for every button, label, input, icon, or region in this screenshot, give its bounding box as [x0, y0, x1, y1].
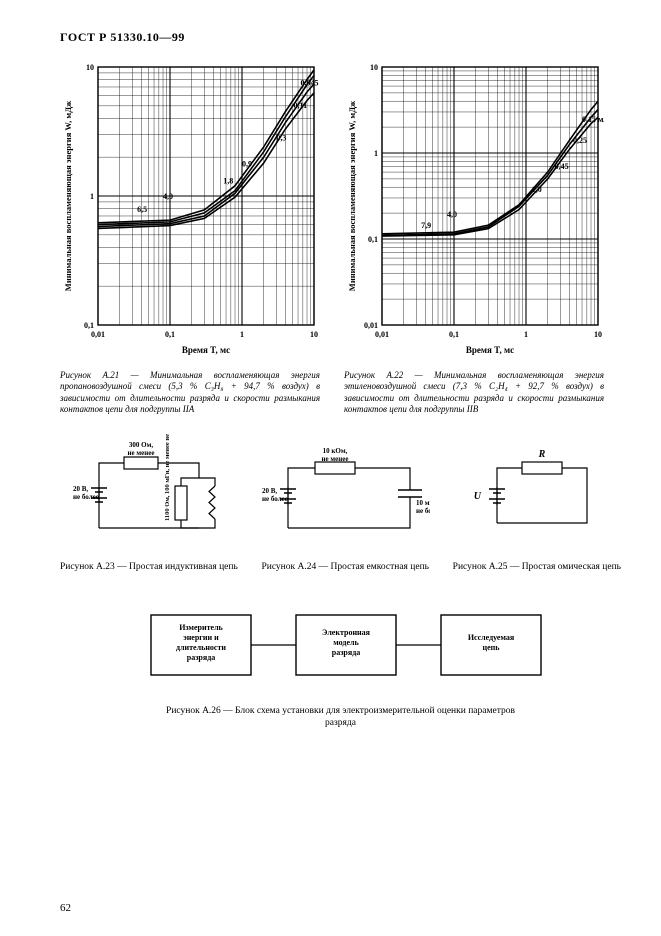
- caption-a22: Рисунок А.22 — Минимальная воспламеняюща…: [344, 370, 604, 415]
- caption-a26: Рисунок А.26 — Блок схема установки для …: [161, 706, 521, 729]
- svg-text:1,8: 1,8: [223, 176, 233, 185]
- svg-text:не менее: не менее: [127, 449, 154, 457]
- caption-a23: Рисунок А.23 — Простая индуктивная цепь: [60, 562, 238, 573]
- svg-text:0,01: 0,01: [91, 330, 105, 339]
- svg-text:20 В,: 20 В,: [73, 485, 88, 493]
- circuit-row: 300 Ом,не менее1100 Ом, 100 мГн, не мене…: [60, 433, 621, 573]
- svg-text:не менее: не менее: [322, 455, 349, 463]
- svg-text:6,5: 6,5: [137, 205, 147, 214]
- svg-text:0,1: 0,1: [84, 321, 94, 330]
- svg-text:10: 10: [86, 63, 94, 72]
- svg-text:Минимальная воспламеняющая эне: Минимальная воспламеняющая энергия W, мД…: [347, 100, 357, 291]
- svg-text:не более: не более: [262, 495, 288, 503]
- svg-text:0,45: 0,45: [555, 162, 569, 171]
- svg-text:4,0: 4,0: [163, 192, 173, 201]
- svg-text:0,11: 0,11: [294, 101, 308, 110]
- svg-text:7,9: 7,9: [421, 221, 431, 230]
- caption-a21: Рисунок А.21 — Минимальная воспламеняюща…: [60, 370, 320, 415]
- svg-text:20 В,: 20 В,: [262, 487, 277, 495]
- svg-text:U: U: [474, 491, 482, 502]
- svg-text:модель: модель: [333, 638, 359, 647]
- svg-text:0,1: 0,1: [165, 330, 175, 339]
- chart-right: 0,01 0,1 1 10 0,01 0,1 1 10 Время T, мс Минимальн…: [344, 59, 604, 359]
- svg-text:10: 10: [370, 63, 378, 72]
- circ-a23: 300 Ом,не менее 1100 Ом, 100 мГн, не мене…: [60, 433, 238, 573]
- svg-text:1100 Ом, 100 мГн, не менее не: 1100 Ом, 100 мГн, не менее не более: [164, 433, 171, 521]
- block-diagram-svg: Измерительэнергии идлительностиразрядаЭл…: [131, 595, 551, 695]
- svg-text:0,15 м/c: 0,15 м/c: [582, 115, 604, 124]
- chart-left-box: 0,010,11100,1110Время T, мсМинимальная в…: [60, 59, 320, 415]
- block-diagram-wrap: Измерительэнергии идлительностиразрядаЭл…: [60, 595, 621, 729]
- svg-text:1: 1: [524, 330, 528, 339]
- caption-a25: Рисунок А.25 — Простая омическая цепь: [453, 562, 621, 573]
- svg-text:1: 1: [240, 330, 244, 339]
- svg-text:Время T, мс: Время T, мс: [182, 345, 230, 355]
- svg-text:не более: не более: [416, 507, 430, 515]
- caption-a24: Рисунок А.24 — Простая емкостная цепь: [260, 562, 430, 573]
- circ-a24: 10 кОм,не менее10 мкФ,не более20 В,не бо…: [260, 433, 430, 573]
- svg-text:Электронная: Электронная: [322, 628, 371, 637]
- svg-text:разряда: разряда: [186, 653, 215, 662]
- chart-row: 0,010,11100,1110Время T, мсМинимальная в…: [60, 59, 621, 415]
- circuit-a23-svg: 300 Ом,не менее 1100 Ом, 100 мГн, не мене…: [69, 433, 229, 553]
- chart-right-box: 0,01 0,1 1 10 0,01 0,1 1 10 Время T, мс Минимальн…: [344, 59, 604, 415]
- svg-text:0,25: 0,25: [573, 136, 587, 145]
- svg-text:Измеритель: Измеритель: [179, 623, 223, 632]
- svg-text:0,1: 0,1: [368, 235, 378, 244]
- svg-text:10: 10: [310, 330, 318, 339]
- svg-text:0,3: 0,3: [276, 133, 286, 142]
- svg-text:0,1: 0,1: [449, 330, 459, 339]
- svg-text:Исследуемая: Исследуемая: [467, 633, 514, 642]
- svg-text:Время T, мс: Время T, мс: [466, 345, 514, 355]
- svg-text:0,01: 0,01: [364, 321, 378, 330]
- svg-text:длительности: длительности: [175, 643, 225, 652]
- svg-text:10 кОм,: 10 кОм,: [323, 447, 348, 455]
- svg-text:1,0: 1,0: [532, 185, 542, 194]
- svg-text:энергии и: энергии и: [183, 633, 219, 642]
- svg-text:0,045 м/c: 0,045 м/c: [301, 78, 320, 87]
- svg-text:R: R: [537, 449, 545, 460]
- doc-header: ГОСТ Р 51330.10—99: [60, 30, 621, 45]
- svg-text:0,01: 0,01: [375, 330, 389, 339]
- svg-text:10: 10: [594, 330, 602, 339]
- page-number: 62: [60, 902, 71, 914]
- circuit-a24-svg: 10 кОм,не менее10 мкФ,не более20 В,не бо…: [260, 433, 430, 553]
- chart-left: 0,010,11100,1110Время T, мсМинимальная в…: [60, 59, 320, 359]
- svg-text:цепь: цепь: [482, 643, 500, 652]
- svg-text:Минимальная воспламеняющая эне: Минимальная воспламеняющая энергия W, мД…: [63, 100, 73, 291]
- svg-text:разряда: разряда: [331, 648, 360, 657]
- svg-text:0,9: 0,9: [242, 159, 252, 168]
- circuit-a25-svg: RU: [467, 433, 607, 553]
- svg-text:300 Ом,: 300 Ом,: [129, 441, 153, 449]
- circ-a25: RU Рисунок А.25 — Простая омическая цепь: [453, 433, 621, 573]
- page: ГОСТ Р 51330.10—99 0,010,11100,1110Время…: [0, 0, 661, 936]
- svg-text:4,0: 4,0: [447, 210, 457, 219]
- svg-text:не более: не более: [73, 493, 99, 501]
- svg-text:10 мкФ,: 10 мкФ,: [416, 499, 430, 507]
- svg-text:1: 1: [90, 192, 94, 201]
- svg-text:1: 1: [374, 149, 378, 158]
